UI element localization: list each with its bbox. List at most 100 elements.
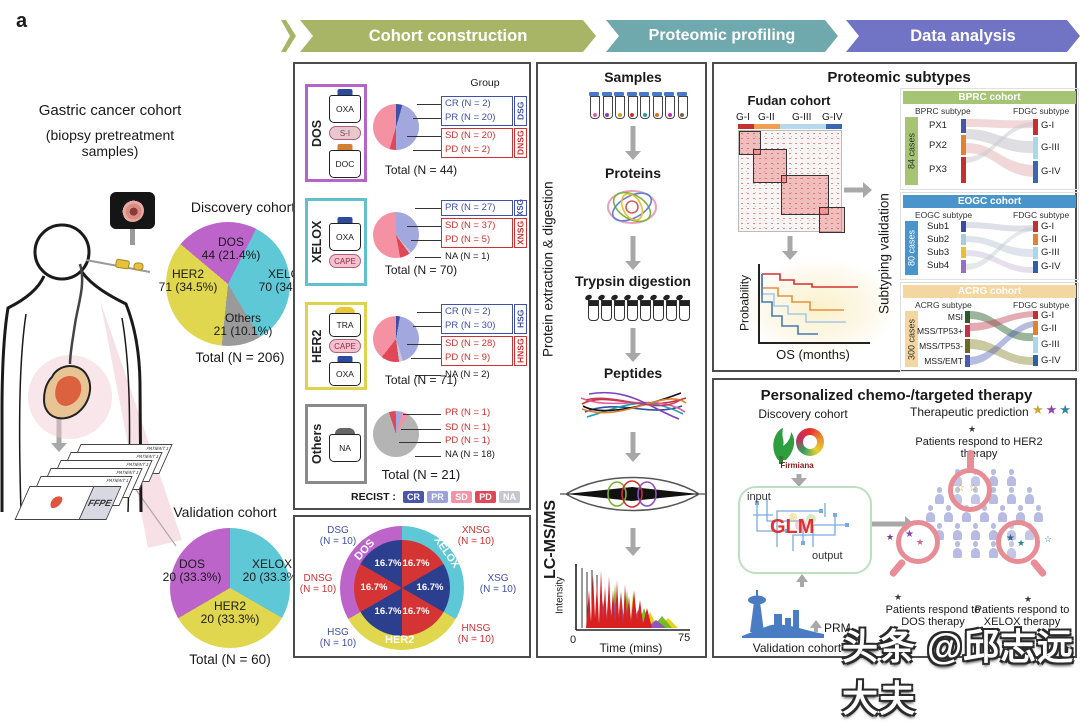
dos-response-pie [373, 104, 419, 150]
chromatogram-xmin: 0 [570, 634, 577, 646]
fudan-heatmap [738, 130, 845, 233]
therapy-title: Personalized chemo-/targeted therapy [760, 387, 1033, 404]
acrg-node-gii [1033, 321, 1038, 335]
sample-tubes-icon [589, 92, 688, 119]
trypsin-tubes-icon [588, 300, 690, 321]
step-trypsin: Trypsin digestion [575, 273, 691, 289]
stomach-icon [50, 496, 63, 509]
oxa-bottle-icon: OXA [329, 95, 361, 123]
flow-arrow [625, 126, 641, 160]
resp-her2-label: Patients respond to HER2 therapy [915, 436, 1043, 461]
eogc-giv-label: G-IV [1041, 261, 1061, 272]
discovery-others-value: 21 (10.1%) [213, 324, 273, 339]
response-row: PD (N = 2) [445, 144, 491, 155]
bprc-node-giv [1033, 161, 1038, 183]
response-row: PR (N = 27) [445, 202, 496, 213]
others-pr-row: PR (N = 1) [445, 407, 491, 418]
therapy-validation-label: Validation cohort [752, 641, 842, 655]
tra-bottle-icon: TRA [329, 313, 361, 337]
banner-data-analysis-label: Data analysis [910, 26, 1016, 45]
bprc-giv-label: G-IV [1041, 166, 1061, 177]
bprc-left-header: BPRC subtype [915, 106, 971, 116]
resp-dos-label: Patients respond to DOS therapy [885, 604, 981, 629]
acrg-msi-label: MSI [947, 312, 963, 322]
person-icon [979, 505, 990, 522]
person-icon [970, 523, 981, 540]
acrg-tp53p-label: MSS/TP53+ [916, 326, 963, 336]
left-subtitle: (biopsy pretreatment samples) [45, 127, 175, 159]
flow-arrow [625, 432, 641, 462]
person-icon [952, 541, 963, 558]
person-icon [934, 487, 945, 504]
response-row: PD (N = 5) [445, 234, 491, 245]
xsg-n: (N = 10) [479, 584, 517, 596]
xelox-response-pie [373, 212, 419, 258]
oxa-bottle-icon: OXA [329, 223, 361, 251]
group-pie-panel: DOS XELOX HER2 16.7% 16.7% 16.7% 16.7% 1… [293, 515, 531, 658]
drug-label: NA [339, 442, 351, 453]
banner-cohort-construction-label: Cohort construction [368, 26, 528, 45]
flow-arrow [625, 236, 641, 270]
star-icon: ☆ [956, 483, 965, 494]
proteomic-subtypes-panel: Proteomic subtypes Fudan cohort G-I G-II… [712, 62, 1079, 372]
acrg-cohort-block: ACRG cohort ACRG subtype FDGC subtype 30… [900, 282, 1079, 372]
others-pd-row: PD (N = 1) [445, 435, 491, 446]
star-icon: ☆ [1044, 534, 1053, 544]
slide-patient-label: PATIENT 1 [115, 470, 140, 475]
discovery-her2-name: HER2 [171, 267, 204, 281]
label-xsg: XSG (N = 10) [469, 573, 527, 595]
eogc-cases: 80 cases [905, 221, 918, 275]
validation-cohort-label: Validation cohort [173, 504, 277, 520]
validation-dos-name: DOS [178, 557, 205, 571]
xelox-total: Total (N = 70) [384, 263, 458, 277]
person-icon [1015, 505, 1026, 522]
label-dsg: DSG (N = 10) [309, 525, 367, 547]
eogc-node-gi [1033, 221, 1038, 232]
acrg-title: ACRG cohort [957, 286, 1022, 297]
acrg-emt-label: MSS/EMT [924, 356, 963, 366]
to-survival-arrow [782, 236, 798, 260]
side-label-extraction: Protein extraction & digestion [540, 181, 556, 357]
prediction-stars: ★★★ [1032, 402, 1073, 418]
validation-pie-chart [170, 528, 290, 648]
her2-responder-group: CR (N = 2) PR (N = 30) [441, 304, 513, 334]
ring-label-her2: HER2 [385, 634, 415, 646]
star-icon: ★ [1059, 402, 1073, 417]
flow-arrow [625, 328, 641, 362]
bprc-gi-label: G-I [1041, 120, 1055, 131]
others-sd-row: SD (N = 1) [445, 422, 491, 433]
proteomic-profiling-panel: Protein extraction & digestion LC-MS/MS … [536, 62, 707, 658]
eogc-node-sub2 [961, 234, 966, 245]
her2-nonresponder-group: SD (N = 28) PD (N = 9) [441, 336, 513, 366]
chromatogram-plot [575, 564, 690, 631]
fudan-cohort-label: Fudan cohort [747, 93, 831, 108]
validation-slice-xelox: XELOX 20 (33.3%) [232, 557, 312, 585]
bprc-cohort-block: BPRC cohort BPRC subtype FDGC subtype 84… [900, 88, 1079, 190]
star-icon: ★ [1032, 402, 1046, 417]
survival-xlabel: OS (months) [776, 347, 850, 362]
eogc-sub3-label: Sub3 [927, 247, 950, 258]
drug-label: CAPE [334, 256, 356, 266]
validation-dos-value: 20 (33.3%) [162, 570, 222, 585]
label-dnsg: DNSG (N = 10) [289, 573, 347, 595]
validation-her2-value: 20 (33.3%) [200, 612, 260, 627]
response-row: SD (N = 20) [445, 130, 496, 141]
bprc-title: BPRC cohort [958, 92, 1021, 103]
discovery-her2-value: 71 (34.5%) [158, 280, 218, 295]
group-pie-inner [354, 540, 450, 636]
acrg-node-gi [1033, 311, 1038, 319]
star-icon: ★ [894, 592, 903, 602]
glm-label: GLM [770, 516, 815, 538]
eogc-gi-label: G-I [1041, 221, 1055, 232]
slide-patient-label: PATIENT 1 [145, 446, 170, 451]
others-response-pie [373, 411, 419, 457]
person-icon [1033, 505, 1044, 522]
chromatogram-xlabel: Time (mins) [599, 641, 663, 655]
response-row: CR (N = 2) [445, 98, 491, 109]
slice-pct: 16.7% [402, 558, 430, 569]
dsg-tag: DSG [514, 96, 527, 126]
oxa-bottle-icon: OXA [329, 362, 361, 386]
heatmap-group-bar [738, 124, 842, 129]
peptides-icon [580, 391, 687, 420]
others-na-row: NA (N = 18) [445, 449, 495, 460]
